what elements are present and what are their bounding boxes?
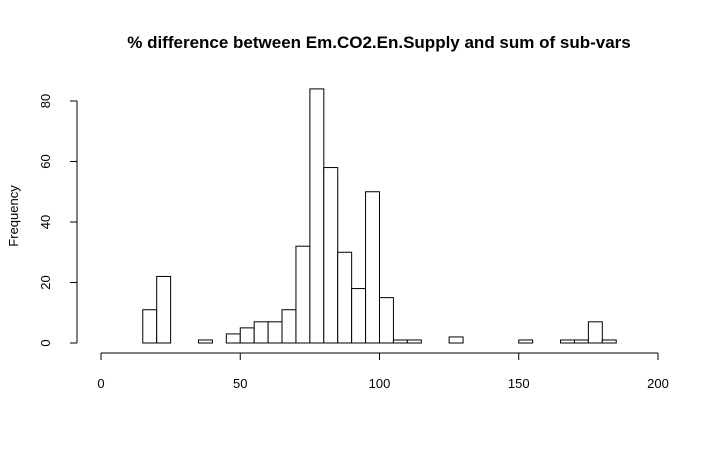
histogram-bar-55-60 (253, 321, 269, 344)
y-tick-label: 40 (38, 215, 53, 229)
histogram-bar-35-40 (197, 339, 213, 344)
x-axis: 0 50 100 150 200 (97, 352, 669, 391)
histogram-bar-105-110 (392, 339, 408, 344)
histogram-bar-45-50 (225, 333, 241, 344)
x-tick-label: 150 (508, 376, 530, 391)
histogram-bar-80-85 (323, 167, 339, 344)
x-tick-label: 0 (97, 376, 104, 391)
x-tick-label: 200 (647, 376, 669, 391)
histogram-bar-110-115 (406, 339, 422, 344)
histogram-bar-90-95 (351, 288, 367, 344)
x-tick-label: 100 (369, 376, 391, 391)
histogram-bar-70-75 (295, 245, 311, 344)
y-tick-label: 60 (38, 154, 53, 168)
histogram-bar-60-65 (267, 321, 283, 344)
histogram-bar-175-180 (587, 321, 603, 344)
histogram-bar-125-130 (448, 336, 464, 344)
y-tick-label: 80 (38, 94, 53, 108)
histogram-bar-65-70 (281, 309, 297, 344)
histogram-bar-150-155 (518, 339, 534, 344)
histogram-bar-75-80 (309, 88, 325, 344)
y-axis: 0 20 40 60 80 (38, 94, 78, 347)
histogram-bar-20-25 (156, 275, 172, 344)
histogram-bar-50-55 (239, 327, 255, 344)
histogram-bar-165-170 (560, 339, 575, 344)
y-tick-label: 0 (38, 339, 53, 346)
histogram-bar-100-105 (379, 297, 394, 344)
histogram-bar-95-100 (365, 191, 381, 344)
y-axis-title: Frequency (6, 185, 21, 247)
chart-title: % difference between Em.CO2.En.Supply an… (127, 33, 631, 52)
x-tick-label: 50 (233, 376, 247, 391)
histogram-bar-15-20 (142, 309, 158, 344)
y-tick-label: 20 (38, 275, 53, 289)
histogram-bar-180-185 (601, 339, 617, 344)
bars-group (142, 88, 617, 344)
histogram-bar-85-90 (337, 251, 353, 344)
histogram-bar-170-175 (573, 339, 589, 344)
